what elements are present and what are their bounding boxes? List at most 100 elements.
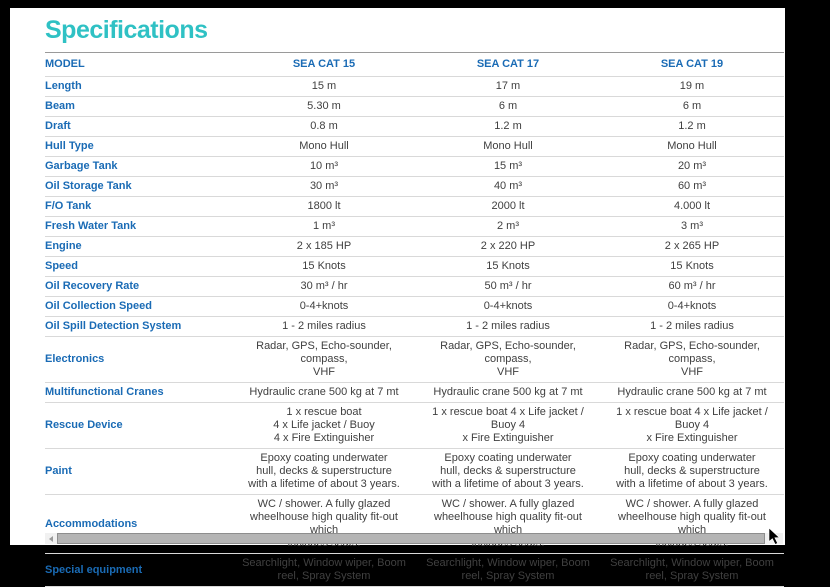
table-row: Garbage Tank 10 m³ 15 m³ 20 m³: [45, 156, 784, 177]
row-value: 0-4+knots: [600, 296, 784, 317]
row-label: Hull Type: [45, 136, 232, 157]
row-value: 20 m³: [600, 156, 784, 177]
scroll-left-triangle-icon: [49, 535, 53, 542]
row-value: 6 m: [600, 96, 784, 117]
row-value: Hydraulic crane 500 kg at 7 mt: [600, 382, 784, 403]
table-row: Fresh Water Tank 1 m³ 2 m³ 3 m³: [45, 216, 784, 237]
row-value: Searchlight, Window wiper, Boom reel, Sp…: [232, 553, 416, 587]
column-header-sea-cat-19: SEA CAT 19: [600, 53, 784, 77]
row-value: 30 m³ / hr: [232, 276, 416, 297]
row-value: 5.30 m: [232, 96, 416, 117]
row-value: Radar, GPS, Echo-sounder, compass, VHF: [600, 336, 784, 383]
row-value: Mono Hull: [416, 136, 600, 157]
row-value: 1800 lt: [232, 196, 416, 217]
column-header-sea-cat-15: SEA CAT 15: [232, 53, 416, 77]
row-value: 0-4+knots: [232, 296, 416, 317]
row-label: Oil Recovery Rate: [45, 276, 232, 297]
row-value: 0-4+knots: [416, 296, 600, 317]
table-row: Oil Spill Detection System 1 - 2 miles ra…: [45, 316, 784, 337]
table-row: Paint Epoxy coating underwater hull, deck…: [45, 448, 784, 495]
row-value: Mono Hull: [600, 136, 784, 157]
row-value: 15 Knots: [232, 256, 416, 277]
row-value: 60 m³: [600, 176, 784, 197]
row-value: 1 x rescue boat 4 x Life jacket / Buoy 4…: [416, 402, 600, 449]
row-value: Epoxy coating underwater hull, decks & s…: [232, 448, 416, 495]
row-value: 2 x 185 HP: [232, 236, 416, 257]
row-value: 15 Knots: [416, 256, 600, 277]
row-value: 15 Knots: [600, 256, 784, 277]
table-row: Oil Recovery Rate 30 m³ / hr 50 m³ / hr 60 …: [45, 276, 784, 297]
row-value: 2 x 265 HP: [600, 236, 784, 257]
row-label: Multifunctional Cranes: [45, 382, 232, 403]
table-row: Length 15 m 17 m 19 m: [45, 76, 784, 97]
header-model-label: MODEL: [45, 53, 232, 77]
table-row: Draft 0.8 m 1.2 m 1.2 m: [45, 116, 784, 137]
row-value: 6 m: [416, 96, 600, 117]
row-value: Searchlight, Window wiper, Boom reel, Sp…: [600, 553, 784, 587]
row-value: 19 m: [600, 76, 784, 97]
row-value: 40 m³: [416, 176, 600, 197]
scrollbar-thumb[interactable]: [57, 533, 765, 544]
row-value: Mono Hull: [232, 136, 416, 157]
row-value: 1 m³: [232, 216, 416, 237]
row-label: Accommodations: [45, 494, 232, 554]
row-value: 60 m³ / hr: [600, 276, 784, 297]
row-value: 10 m³: [232, 156, 416, 177]
row-label: Garbage Tank: [45, 156, 232, 177]
horizontal-scrollbar[interactable]: [45, 533, 783, 544]
row-label: Engine: [45, 236, 232, 257]
scrollbar-track[interactable]: [57, 533, 783, 544]
row-label: Oil Spill Detection System: [45, 316, 232, 337]
row-value: 30 m³: [232, 176, 416, 197]
row-value: 3 m³: [600, 216, 784, 237]
table-row: Electronics Radar, GPS, Echo-sounder, com…: [45, 336, 784, 383]
specifications-table: MODEL SEA CAT 15 SEA CAT 17 SEA CAT 19 L…: [45, 53, 784, 587]
row-value: 4.000 lt: [600, 196, 784, 217]
table-header-row: MODEL SEA CAT 15 SEA CAT 17 SEA CAT 19: [45, 53, 784, 77]
page-content: Specifications MODEL SEA CAT 15 SEA CAT …: [10, 8, 785, 587]
table-row: Hull Type Mono Hull Mono Hull Mono Hull: [45, 136, 784, 157]
row-label: Electronics: [45, 336, 232, 383]
row-label: Rescue Device: [45, 402, 232, 449]
table-row: Accommodations WC / shower. A fully glaze…: [45, 494, 784, 554]
row-value: 17 m: [416, 76, 600, 97]
title-divider: [45, 52, 784, 53]
row-label: Draft: [45, 116, 232, 137]
row-value: 1 - 2 miles radius: [232, 316, 416, 337]
row-value: 1 x rescue boat 4 x Life jacket / Buoy 4…: [600, 402, 784, 449]
row-label: Special equipment: [45, 553, 232, 587]
row-label: Oil Collection Speed: [45, 296, 232, 317]
row-value: 2000 lt: [416, 196, 600, 217]
row-value: Epoxy coating underwater hull, decks & s…: [416, 448, 600, 495]
table-row: F/O Tank 1800 lt 2000 lt 4.000 lt: [45, 196, 784, 217]
row-label: Length: [45, 76, 232, 97]
row-value: 50 m³ / hr: [416, 276, 600, 297]
row-value: Hydraulic crane 500 kg at 7 mt: [232, 382, 416, 403]
scroll-left-button[interactable]: [45, 533, 57, 544]
page-title: Specifications: [45, 16, 208, 44]
row-value: Searchlight, Window wiper, Boom reel, Sp…: [416, 553, 600, 587]
table-row: Engine 2 x 185 HP 2 x 220 HP 2 x 265 HP: [45, 236, 784, 257]
table-row: Oil Collection Speed 0-4+knots 0-4+knots 0-…: [45, 296, 784, 317]
row-value: 1 - 2 miles radius: [600, 316, 784, 337]
table-row: Oil Storage Tank 30 m³ 40 m³ 60 m³: [45, 176, 784, 197]
row-value: 1.2 m: [416, 116, 600, 137]
row-label: F/O Tank: [45, 196, 232, 217]
row-value: Radar, GPS, Echo-sounder, compass, VHF: [232, 336, 416, 383]
row-label: Speed: [45, 256, 232, 277]
row-label: Beam: [45, 96, 232, 117]
row-value: 1 x rescue boat 4 x Life jacket / Buoy 4…: [232, 402, 416, 449]
row-value: Epoxy coating underwater hull, decks & s…: [600, 448, 784, 495]
row-value: 1.2 m: [600, 116, 784, 137]
table-row: Rescue Device 1 x rescue boat 4 x Life ja…: [45, 402, 784, 449]
table-row: Special equipment Searchlight, Window wip…: [45, 553, 784, 587]
mouse-cursor-icon: [768, 528, 781, 545]
row-value: 15 m³: [416, 156, 600, 177]
column-header-sea-cat-17: SEA CAT 17: [416, 53, 600, 77]
row-value: 2 m³: [416, 216, 600, 237]
row-value: Hydraulic crane 500 kg at 7 mt: [416, 382, 600, 403]
row-label: Fresh Water Tank: [45, 216, 232, 237]
table-row: Multifunctional Cranes Hydraulic crane 50…: [45, 382, 784, 403]
